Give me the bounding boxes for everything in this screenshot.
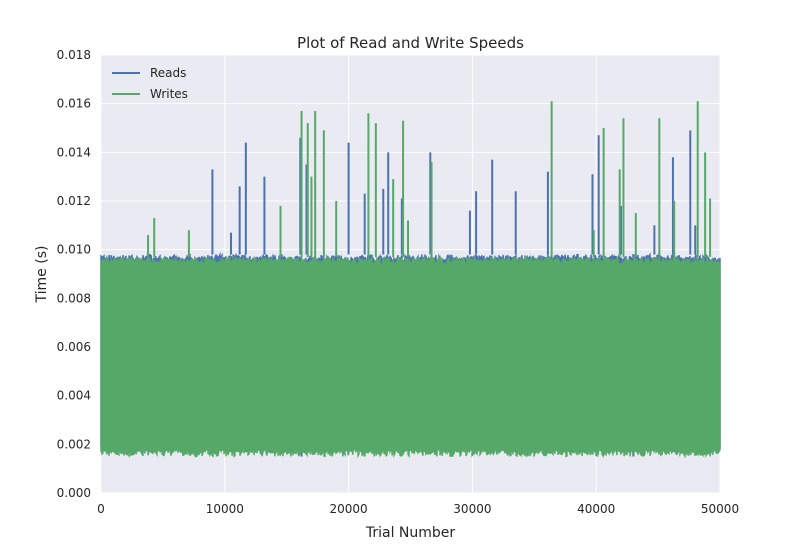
y-tick-label: 0.006 — [57, 340, 91, 354]
y-tick-label: 0.000 — [57, 486, 91, 500]
x-axis-ticks: 0 10000 20000 30000 40000 50000 — [97, 502, 739, 516]
x-tick-label: 20000 — [330, 502, 368, 516]
x-tick-label: 40000 — [577, 502, 615, 516]
series-fill-writes — [101, 257, 720, 457]
y-tick-label: 0.014 — [57, 145, 91, 159]
y-tick-label: 0.018 — [57, 48, 91, 62]
x-axis-label: Trial Number — [365, 525, 456, 541]
chart-title: Plot of Read and Write Speeds — [297, 34, 524, 52]
y-tick-label: 0.012 — [57, 194, 91, 208]
legend: Reads Writes — [112, 66, 188, 101]
x-tick-label: 50000 — [701, 502, 739, 516]
legend-label: Writes — [150, 87, 188, 101]
x-tick-label: 0 — [97, 502, 105, 516]
y-tick-label: 0.016 — [57, 97, 91, 111]
x-tick-label: 30000 — [453, 502, 491, 516]
y-tick-label: 0.002 — [57, 437, 91, 451]
y-axis-ticks: 0.000 0.002 0.004 0.006 0.008 0.010 0.012 0.014… — [57, 48, 91, 500]
y-tick-label: 0.008 — [57, 291, 91, 305]
series-layer — [100, 101, 721, 459]
x-tick-label: 10000 — [206, 502, 244, 516]
y-tick-label: 0.004 — [57, 389, 91, 403]
y-axis-label: Time (s) — [34, 246, 50, 304]
legend-label: Reads — [150, 66, 186, 80]
y-tick-label: 0.010 — [57, 243, 91, 257]
